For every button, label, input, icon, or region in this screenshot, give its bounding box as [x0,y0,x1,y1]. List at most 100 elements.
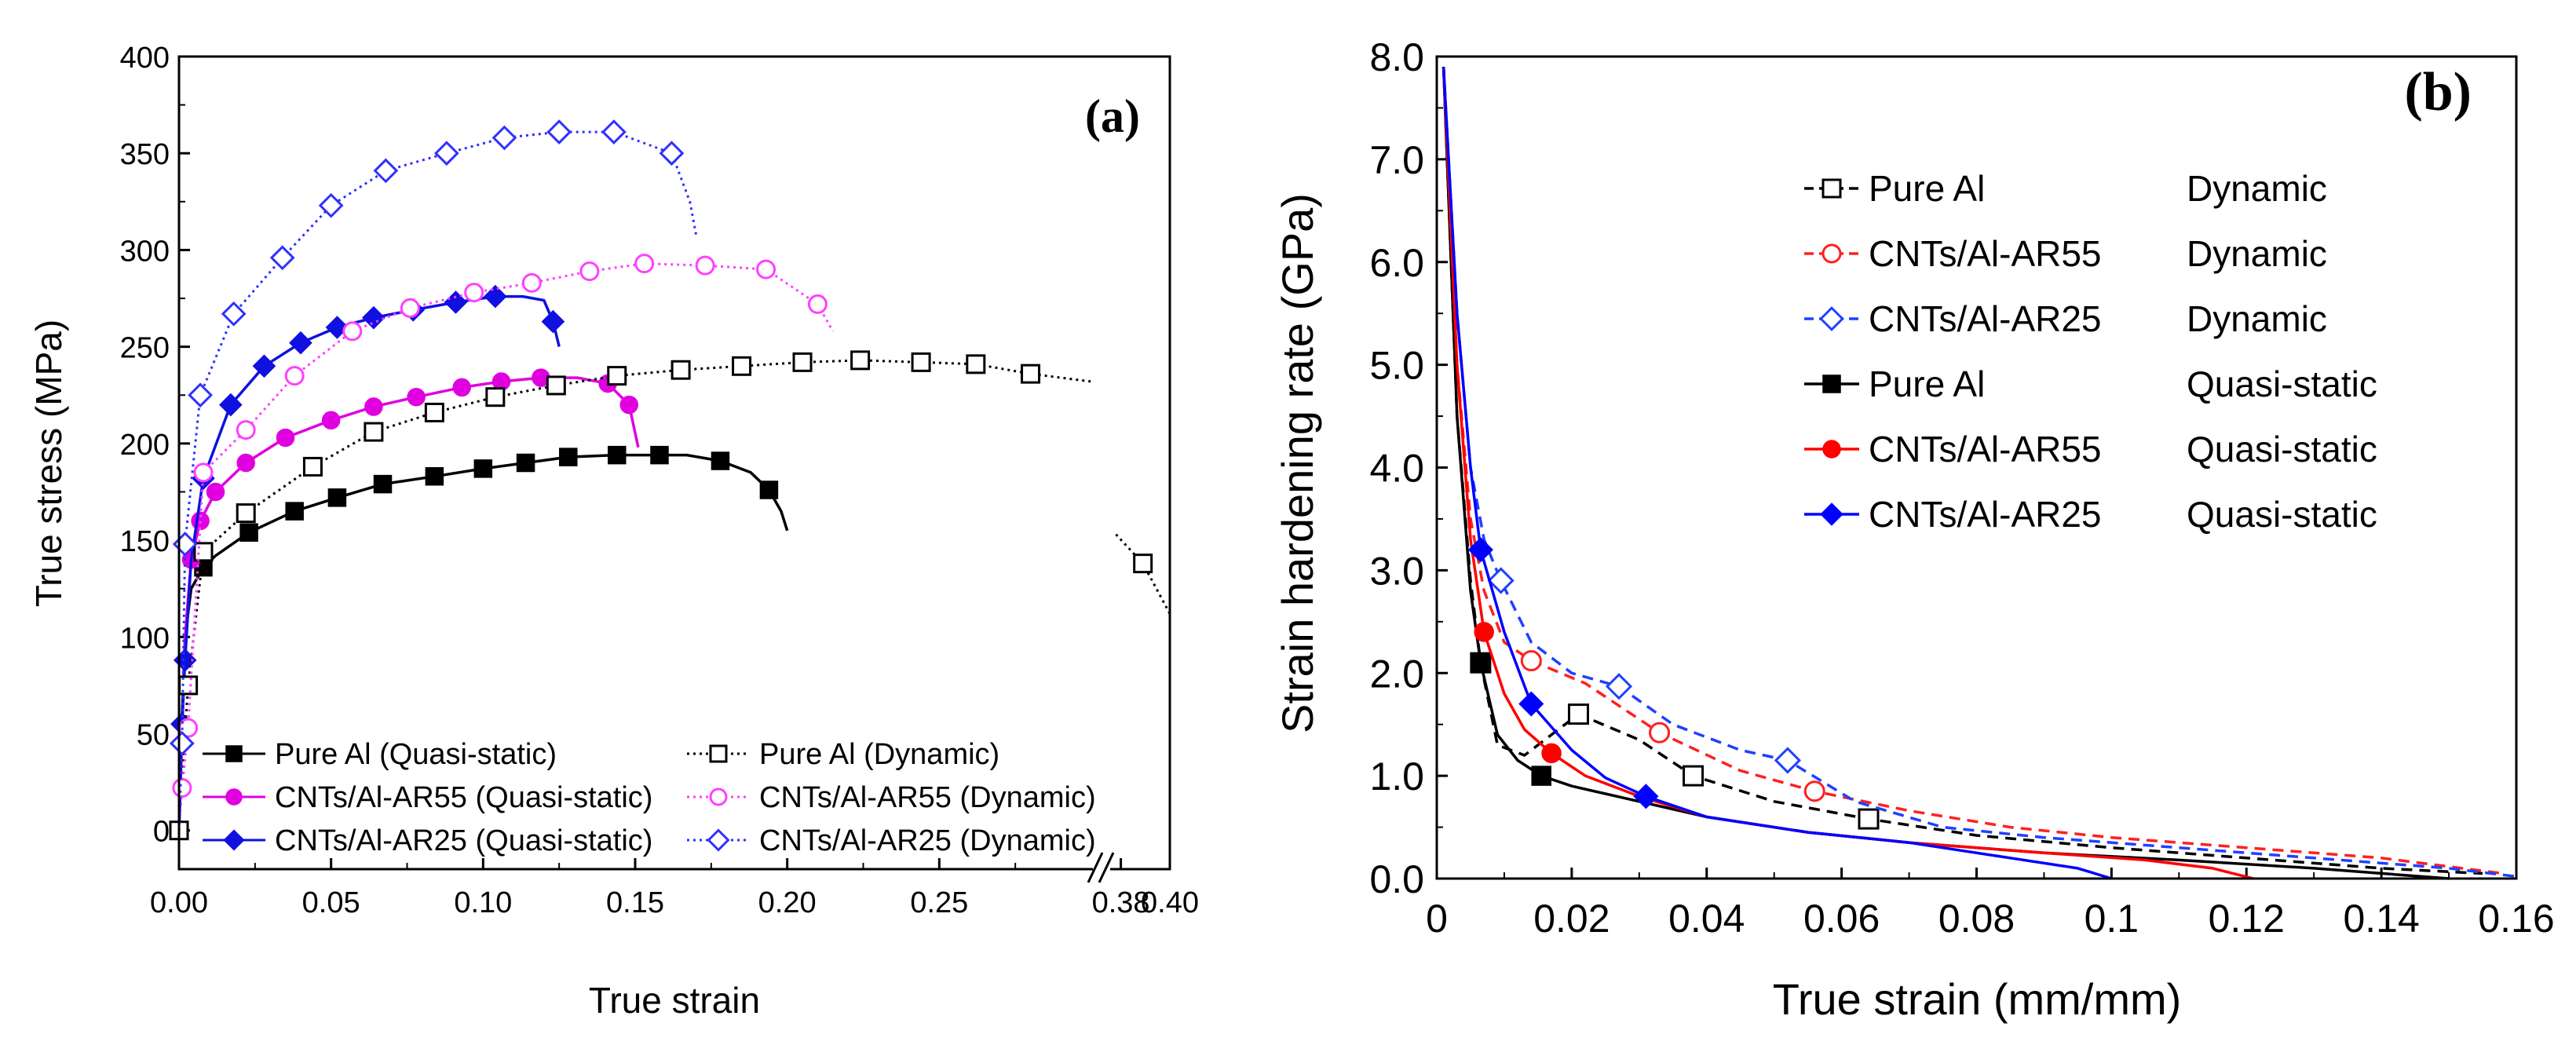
x-tick-label: 0.06 [1803,897,1880,941]
data-point [546,375,566,396]
data-point [619,395,639,415]
data-point [473,459,493,478]
data-point [193,542,214,562]
y-tick-label: 300 [120,235,170,268]
legend-label: Pure Al [1869,364,1985,404]
x-tick-label: 0.20 [758,886,817,919]
data-point [364,397,383,416]
legend-mode: Quasi-static [2187,364,2377,404]
x-tick-label: 0.08 [1938,897,2015,941]
legend-label: Pure Al (Dynamic) [759,738,999,771]
x-tick-label: 0.04 [1668,897,1745,941]
panel-a-series [169,119,1171,841]
data-point [1487,567,1515,594]
data-point [559,448,578,466]
panel-a-legend: Pure Al (Quasi-static) Pure Al (Dynamic) C… [203,738,1096,857]
panel-b-series [1441,67,2517,880]
data-point [236,503,256,524]
data-point [219,393,243,417]
data-point [362,305,385,330]
data-point [188,382,213,408]
panel-a-label: (a) [1085,90,1140,142]
legend-marker [1820,502,1843,526]
data-point [1541,743,1562,764]
x-tick-label: 0.12 [2209,897,2285,941]
y-tick-label: 350 [120,138,170,171]
data-point [302,456,323,477]
legend-mode: Quasi-static [2187,429,2377,470]
series-line [1441,67,2254,880]
legend-mode: Dynamic [2187,168,2327,209]
panel-b-y-axis-title: Strain hardening rate (GPa) [1273,193,1322,733]
data-point [284,366,305,386]
data-point [807,294,828,314]
data-point [485,387,506,407]
data-point [433,141,459,166]
panel-a-axis-break-icon [1087,852,1115,883]
data-point [541,309,565,334]
legend-mode: Dynamic [2187,233,2327,274]
panel-b-label: (b) [2404,62,2472,122]
data-point [252,354,276,378]
x-tick-label: 0.02 [1533,897,1610,941]
y-tick-label: 400 [120,42,170,75]
series-line [1441,67,2483,875]
legend-label: CNTs/Al-AR55 [1869,429,2102,470]
data-point [1471,652,1491,673]
legend-label: CNTs/Al-AR25 (Quasi-static) [275,824,652,857]
data-point [239,523,258,542]
data-point [608,445,627,465]
data-point [373,474,393,494]
legend-label: CNTs/Al-AR25 [1869,298,2102,339]
data-point [670,360,691,380]
data-point [172,778,192,798]
data-point [327,488,347,507]
legend-marker [709,787,728,806]
data-point [792,352,813,372]
data-point [1649,722,1671,744]
data-point [236,420,256,440]
y-tick-label: 0 [153,816,170,849]
y-tick-label: 2.0 [1369,652,1424,696]
x-tick-label: 0.14 [2343,897,2419,941]
data-point [425,467,444,486]
data-point [321,411,341,430]
legend-marker [225,745,243,762]
y-tick-label: 8.0 [1369,35,1424,79]
data-point [193,462,214,483]
data-point [1605,673,1633,700]
panel-a-frame [177,55,1171,871]
panel-a-y-axis-title: True stress (MPa) [28,320,69,607]
data-point [1467,537,1493,563]
data-point [695,255,715,276]
y-tick-label: 3.0 [1369,549,1424,593]
data-point [206,482,225,502]
data-point [1520,650,1542,672]
y-tick-label: 50 [137,719,170,752]
data-point [400,298,420,318]
data-point [1474,622,1494,642]
y-tick-label: 200 [120,429,170,462]
data-point [464,283,484,303]
panel-b-frame [1435,55,2518,880]
legend-label: CNTs/Al-AR55 (Quasi-static) [275,781,652,814]
data-point [650,445,669,465]
panel-b-x-axis-title: True strain (mm/mm) [1773,974,2182,1024]
y-tick-label: 250 [120,332,170,365]
legend-marker [1822,440,1841,459]
legend-label: CNTs/Al-AR55 (Dynamic) [759,781,1096,814]
legend-marker [1821,178,1842,199]
data-point [1531,766,1551,786]
data-point [221,301,247,327]
data-point [579,261,600,282]
legend-marker [707,828,730,852]
data-point [634,254,655,274]
data-point [659,141,685,166]
x-tick-label: 0.00 [150,886,208,919]
legend-label: CNTs/Al-AR55 [1869,233,2102,274]
panel-a-ticks: 0.00 0.05 0.10 0.15 0.20 0.25 0.380.40 0 50 100 15… [120,42,1199,919]
legend-marker [223,829,245,851]
panel-b-chart: 0 0.02 0.04 0.06 0.08 0.1 0.12 0.14 0.16 0.0 1.0 2.… [1273,35,2555,1024]
x-tick-label: 0.25 [910,886,968,919]
